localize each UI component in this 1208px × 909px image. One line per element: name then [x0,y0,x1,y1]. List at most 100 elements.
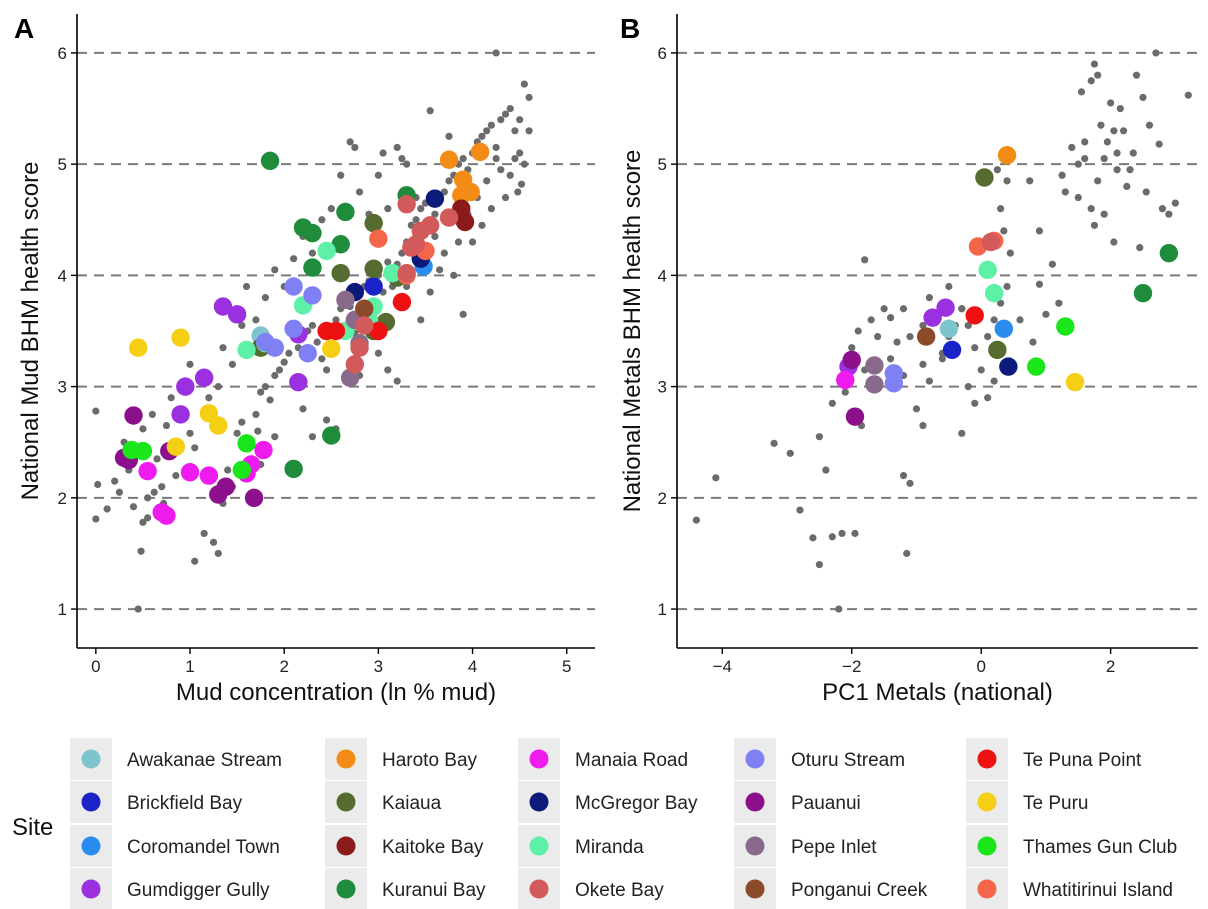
data-point [186,429,194,437]
data-point [1048,260,1056,268]
series-oturu-stream [256,277,322,363]
data-point [290,255,298,263]
series-pauanui [842,350,865,426]
data-point [261,383,269,391]
data-point [459,154,467,163]
data-point [1136,243,1144,252]
data-point [284,459,303,479]
legend-label: Oturu Stream [791,750,905,771]
data-point [284,319,303,338]
legend-key-dot [336,792,356,812]
data-point [1184,91,1192,99]
data-point [1087,77,1095,85]
data-point [497,116,505,124]
series-ponganui-creek [916,327,936,346]
series-miranda [978,260,1004,303]
legend-key-dot [529,836,549,856]
data-point [384,366,392,374]
data-point [436,266,444,274]
legend-label: Te Puna Point [1023,750,1142,771]
legend-entry: Miranda [518,825,644,867]
data-point [845,407,865,426]
data-point [398,154,406,163]
data-point [1097,121,1105,129]
data-point [402,238,421,257]
data-point [92,407,100,415]
data-point [506,171,514,179]
y-tick-label: 1 [58,600,67,619]
data-point [1110,127,1118,135]
data-point [318,355,326,363]
legend-key-dot [529,792,549,812]
y-tick-label: 3 [658,378,667,397]
data-point [369,229,388,248]
legend-key-dot [81,879,101,899]
data-point [988,340,1007,360]
legend-label: Miranda [575,837,644,858]
legend-entry: Te Puru [966,781,1088,823]
data-point [851,529,859,538]
data-point [133,441,153,461]
legend-entry: Thames Gun Club [966,825,1177,867]
legend-entry: Haroto Bay [325,738,478,780]
data-point [171,405,190,424]
legend-label: Pauanui [791,793,861,814]
data-point [692,516,701,524]
legend-key-dot [81,836,101,856]
legend-entry: McGregor Bay [518,781,698,823]
data-point [426,288,434,296]
data-point [1113,149,1121,157]
data-point [284,277,303,296]
data-point [289,372,308,392]
data-point [384,205,392,213]
data-point [828,399,836,407]
series-mcgregor-bay [999,357,1018,376]
data-point [867,316,875,324]
data-point [516,149,524,157]
data-point [516,116,524,124]
data-point [205,394,213,402]
series-te-puru [1065,372,1085,392]
data-point [938,355,946,363]
data-point [337,171,345,179]
legend-label: Haroto Bay [382,750,478,771]
legend-key-dot [977,749,997,769]
data-point [1110,238,1118,246]
data-point [501,110,510,118]
data-point [158,483,166,491]
series-coromandel-town [994,319,1014,338]
data-point [355,188,364,196]
data-point [266,396,274,404]
data-point [403,160,411,168]
data-point [1065,372,1085,392]
data-point [511,154,519,163]
data-point [369,321,388,341]
data-point [345,355,365,374]
data-point [346,138,354,146]
data-point [392,292,412,312]
data-point [1029,338,1037,346]
legend-entry: Kuranui Bay [325,868,486,909]
data-point [478,132,486,140]
data-point [194,368,214,387]
y-tick-label: 6 [658,44,667,63]
data-point [176,377,195,396]
data-point [1081,138,1089,146]
legend-entry: Whatitirinui Island [966,868,1173,909]
data-point [232,460,252,480]
data-point [299,405,307,413]
data-point [958,305,966,313]
legend-label: Manaia Road [575,750,688,771]
data-point [224,466,232,474]
legend-key-dot [745,749,765,769]
legend-key-dot [81,792,101,812]
data-point [978,260,997,280]
data-point [322,366,331,374]
data-point [786,449,794,457]
legend-key-dot [745,792,765,812]
data-point [129,503,138,511]
data-point [350,338,369,357]
series-awakanae-stream [939,319,959,338]
legend-key-dot [336,749,356,769]
data-point [298,344,317,363]
